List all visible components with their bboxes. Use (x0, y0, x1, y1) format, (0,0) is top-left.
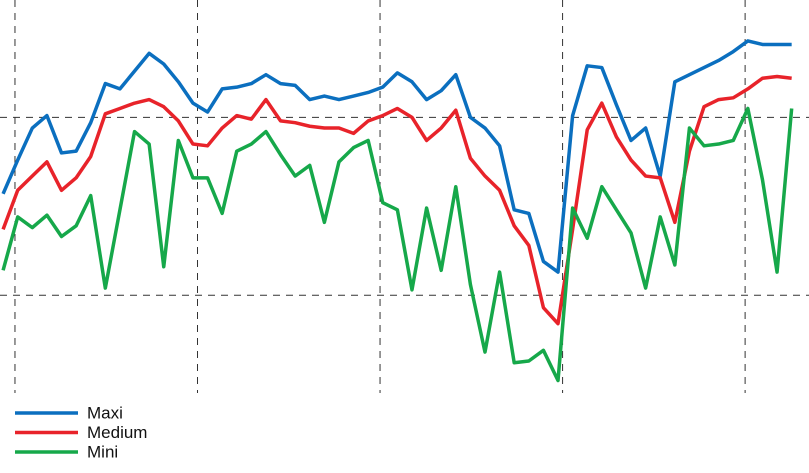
series-line (1, 106, 794, 383)
series-line (1, 39, 792, 274)
legend-label: Mini (87, 442, 118, 461)
series-line (1, 74, 792, 326)
legend-label: Medium (87, 423, 147, 442)
legend-label: Maxi (87, 403, 123, 422)
